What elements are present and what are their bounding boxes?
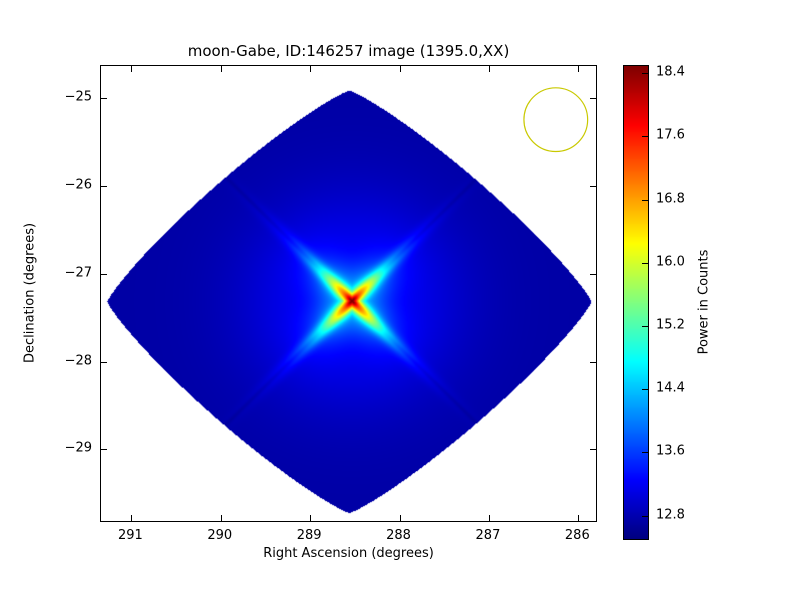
y-tick-mark xyxy=(101,449,107,451)
y-tick-mark xyxy=(101,98,107,100)
colorbar-tick-mark xyxy=(642,452,648,454)
y-tick-label: −28 xyxy=(64,353,92,369)
x-tick-label: 287 xyxy=(475,528,501,543)
colorbar-tick-mark xyxy=(642,515,648,517)
y-tick-mark xyxy=(101,361,107,363)
x-tick-label: 288 xyxy=(386,528,411,543)
x-tick-label: 289 xyxy=(296,528,322,543)
y-tick-mark xyxy=(101,186,107,188)
y-tick-mark xyxy=(590,361,596,363)
y-axis-label: Declination (degrees) xyxy=(22,222,38,364)
y-tick-mark xyxy=(590,186,596,188)
colorbar-tick-label: 14.4 xyxy=(656,380,685,396)
colorbar-tick-label: 15.2 xyxy=(656,317,685,333)
heatmap-canvas xyxy=(101,66,596,521)
y-tick-mark xyxy=(590,273,596,275)
colorbar-tick-mark xyxy=(642,73,648,75)
y-tick-mark xyxy=(590,449,596,451)
x-axis-label: Right Ascension (degrees) xyxy=(263,546,434,561)
colorbar-tick-label: 12.8 xyxy=(656,507,685,523)
y-tick-label: −27 xyxy=(64,265,92,281)
x-tick-mark xyxy=(399,66,401,72)
x-tick-mark xyxy=(399,515,401,521)
colorbar-canvas xyxy=(624,66,648,539)
x-tick-mark xyxy=(310,515,312,521)
x-tick-mark xyxy=(488,515,490,521)
x-tick-label: 290 xyxy=(207,528,233,543)
y-tick-mark xyxy=(590,98,596,100)
colorbar-tick-mark xyxy=(642,199,648,201)
x-tick-mark xyxy=(578,66,580,72)
y-tick-mark xyxy=(101,273,107,275)
colorbar-tick-mark xyxy=(642,389,648,391)
colorbar-label: Power in Counts xyxy=(696,249,712,355)
chart-title: moon-Gabe, ID:146257 image (1395.0,XX) xyxy=(187,42,510,60)
colorbar xyxy=(623,65,649,540)
x-tick-mark xyxy=(131,66,133,72)
colorbar-tick-label: 16.0 xyxy=(656,254,685,270)
plot-area xyxy=(100,65,597,522)
colorbar-tick-mark xyxy=(642,262,648,264)
x-tick-mark xyxy=(220,66,222,72)
colorbar-tick-mark xyxy=(642,326,648,328)
colorbar-tick-label: 17.6 xyxy=(656,127,685,143)
colorbar-tick-label: 18.4 xyxy=(656,64,685,80)
x-tick-mark xyxy=(310,66,312,72)
x-tick-label: 291 xyxy=(117,528,143,543)
x-tick-mark xyxy=(220,515,222,521)
y-tick-label: −29 xyxy=(64,440,92,456)
y-tick-label: −26 xyxy=(64,177,92,193)
x-tick-label: 286 xyxy=(564,528,590,543)
colorbar-tick-mark xyxy=(642,136,648,138)
colorbar-tick-label: 13.6 xyxy=(656,443,685,459)
x-tick-mark xyxy=(131,515,133,521)
y-tick-label: −25 xyxy=(64,89,92,105)
colorbar-tick-label: 16.8 xyxy=(656,191,685,207)
x-tick-mark xyxy=(578,515,580,521)
x-tick-mark xyxy=(488,66,490,72)
